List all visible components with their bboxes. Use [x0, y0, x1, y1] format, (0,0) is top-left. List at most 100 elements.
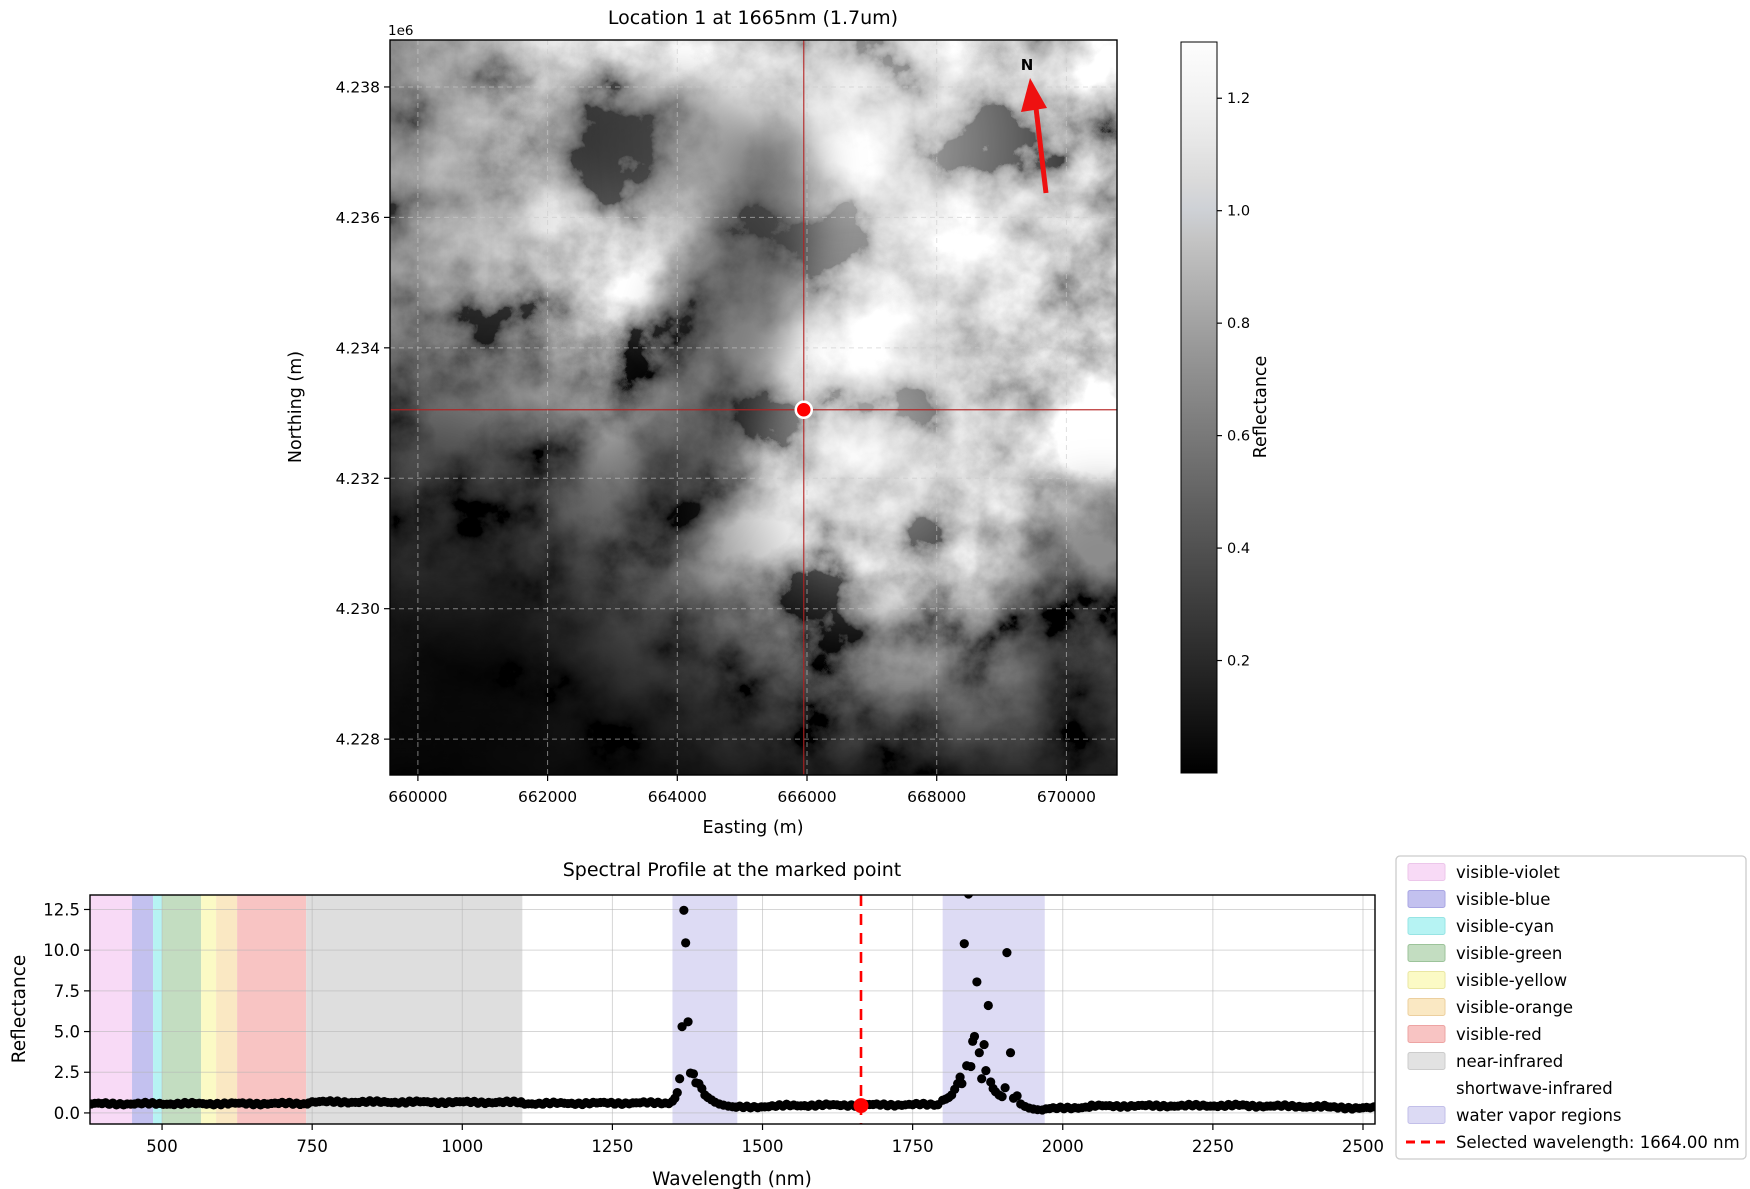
- map-ylabel: Northing (m): [286, 351, 306, 463]
- spectral-panel: Spectral Profile at the marked point 500…: [9, 855, 1747, 1189]
- legend-label: visible-red: [1456, 1025, 1542, 1044]
- spec-y-tick-label: 0.0: [54, 1104, 80, 1123]
- spec-x-tick-label: 1750: [892, 1137, 934, 1156]
- legend-row: near-infrared: [1407, 1052, 1563, 1071]
- spectral-plot-area[interactable]: [87, 889, 1379, 1124]
- spectrum-point: [672, 1087, 682, 1098]
- colorbar-ticks: 1.2 1.0 0.8 0.6 0.4 0.2: [1217, 91, 1250, 670]
- legend-swatch: [1407, 971, 1446, 989]
- colorbar-tick-label: 0.4: [1227, 541, 1250, 557]
- legend-swatch: [1407, 1106, 1446, 1124]
- legend-label: visible-cyan: [1456, 917, 1554, 936]
- spec-y-tick-label: 10.0: [43, 941, 80, 960]
- north-label: N: [1021, 56, 1034, 74]
- colorbar-tick-label: 0.8: [1227, 316, 1250, 332]
- spectral-xlabel: Wavelength (nm): [652, 1169, 812, 1189]
- spec-x-tick-label: 2500: [1342, 1137, 1384, 1156]
- spectrum-point: [977, 1074, 987, 1084]
- legend-row: visible-violet: [1407, 863, 1560, 882]
- spec-y-tick-label: 12.5: [43, 900, 80, 919]
- north-arrow-shaft: [1033, 107, 1049, 194]
- spectrum-point: [675, 1074, 685, 1084]
- map-crosshair: [390, 40, 1117, 775]
- map-x-tick-label: 662000: [518, 788, 577, 806]
- legend-label: water vapor regions: [1456, 1106, 1622, 1125]
- colorbar-tick-label: 0.2: [1227, 654, 1250, 670]
- map-xlabel: Easting (m): [702, 818, 803, 838]
- north-arrow-head: [1021, 78, 1047, 112]
- marked-point[interactable]: [794, 400, 814, 420]
- spectral-tick-labels: 500 750 1000 1250 1500 1750 2000 2250 2500 12.5 10…: [43, 900, 1384, 1156]
- map-axis-offset-label: 1e6: [388, 23, 413, 39]
- spectrum-points: [90, 895, 1375, 1115]
- spectrum-point: [972, 977, 982, 987]
- selected-wavelength-point[interactable]: [853, 1098, 869, 1114]
- spec-y-tick-label: 5.0: [54, 1023, 80, 1042]
- map-x-tick-label: 664000: [648, 788, 707, 806]
- map-image[interactable]: [390, 40, 1190, 775]
- spectrum-point: [983, 1000, 993, 1011]
- spectrum-point: [683, 1017, 693, 1027]
- map-x-tick-label: 666000: [777, 788, 836, 806]
- spectral-border: [89, 894, 1376, 1125]
- map-y-tick-label: 4.236: [336, 209, 380, 227]
- map-border: [389, 39, 1118, 776]
- band-visible-yellow: [201, 895, 217, 1124]
- legend-row: visible-green: [1407, 944, 1562, 963]
- spectrum-point: [1012, 1091, 1022, 1101]
- map-title: Location 1 at 1665nm (1.7um): [608, 7, 898, 29]
- legend-row: water vapor regions: [1407, 1106, 1622, 1125]
- spectrum-point: [1000, 1083, 1010, 1093]
- wavelength-bands: [90, 895, 1045, 1124]
- legend-label: visible-yellow: [1456, 971, 1567, 990]
- band-visible-blue: [132, 895, 154, 1124]
- legend-swatch: [1407, 1052, 1446, 1070]
- legend-label: visible-violet: [1456, 863, 1560, 882]
- map-y-tick-label: 4.228: [336, 731, 380, 749]
- band-near-infrared: [306, 895, 523, 1124]
- spectrum-point: [1002, 948, 1012, 958]
- band-visible-orange: [216, 895, 238, 1124]
- legend-row: visible-orange: [1407, 998, 1573, 1017]
- spectrum-point: [959, 939, 969, 949]
- spec-y-tick-label: 2.5: [54, 1063, 80, 1082]
- legend-row: visible-cyan: [1407, 917, 1554, 936]
- spectral-title: Spectral Profile at the marked point: [563, 859, 901, 881]
- north-arrow: N: [1021, 56, 1049, 194]
- spec-x-tick-label: 750: [296, 1137, 328, 1156]
- colorbar-label: Reflectance: [1251, 356, 1271, 459]
- spec-x-tick-label: 2250: [1192, 1137, 1234, 1156]
- colorbar-gradient: [1180, 41, 1218, 774]
- legend-label: shortwave-infrared: [1456, 1079, 1613, 1098]
- spec-x-tick-label: 500: [146, 1137, 178, 1156]
- colorbar-tick-label: 1.2: [1227, 91, 1250, 107]
- legend-label: visible-green: [1456, 944, 1562, 963]
- legend-box: [1395, 855, 1747, 1160]
- legend: visible-violet visible-blue visible-cyan vi…: [1395, 855, 1747, 1160]
- map-dark-bottom: [390, 40, 1117, 775]
- legend-swatch: [1407, 863, 1446, 881]
- band-visible-cyan: [153, 895, 163, 1124]
- legend-swatch: [1407, 944, 1446, 962]
- map-y-tick-label: 4.238: [336, 78, 380, 96]
- colorbar-tick-label: 0.6: [1227, 429, 1250, 445]
- spec-x-tick-label: 1500: [742, 1137, 784, 1156]
- spec-x-tick-label: 2000: [1042, 1137, 1084, 1156]
- spec-x-tick-label: 1000: [441, 1137, 483, 1156]
- band-visible-green: [162, 895, 202, 1124]
- selected-wavelength-marker[interactable]: [853, 895, 869, 1124]
- band-visible-violet: [90, 895, 133, 1124]
- band-visible-red: [237, 895, 307, 1124]
- map-y-tick-label: 4.230: [336, 600, 380, 618]
- spectrum-point: [997, 1092, 1007, 1102]
- spectrum-point: [979, 1039, 989, 1050]
- legend-label: near-infrared: [1456, 1052, 1563, 1071]
- spectrum-point: [963, 895, 973, 899]
- spec-y-tick-label: 7.5: [54, 982, 80, 1001]
- map-y-tick-label: 4.234: [336, 339, 380, 357]
- spectrum-point: [966, 1061, 976, 1072]
- spectrum-point: [1037, 1105, 1047, 1115]
- spectrum-point: [957, 1079, 967, 1089]
- legend-row: Selected wavelength: 1664.00 nm: [1406, 1133, 1740, 1152]
